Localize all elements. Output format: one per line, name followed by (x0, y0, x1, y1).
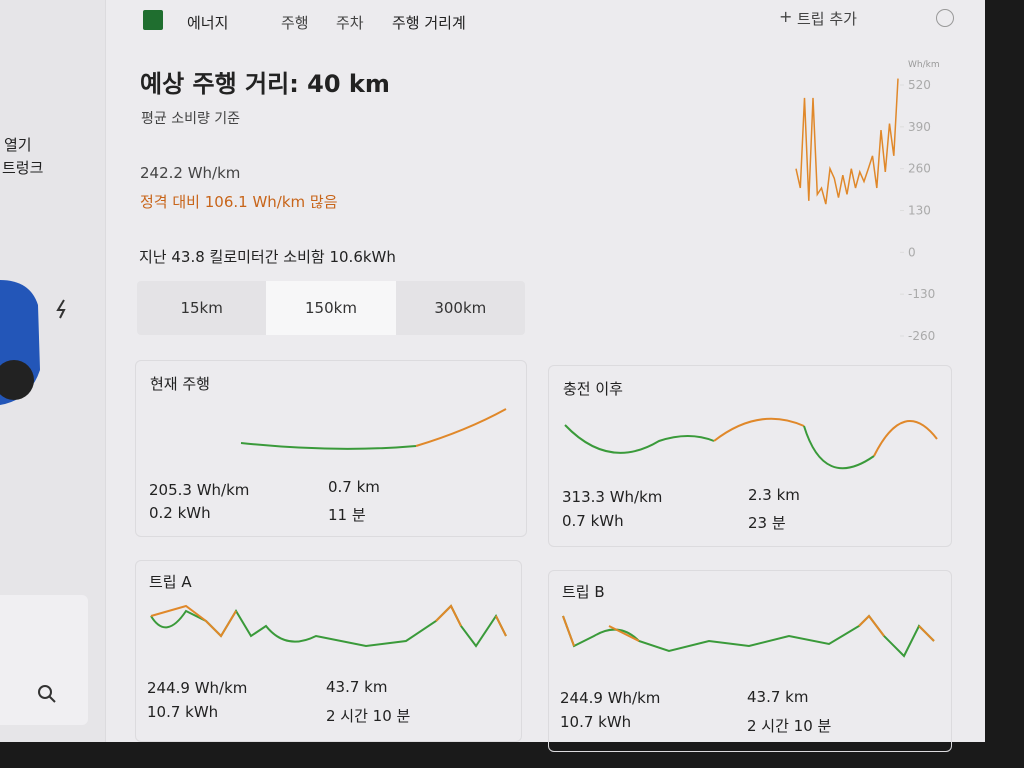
info-icon[interactable] (936, 9, 954, 27)
card-distance: 43.7 km (747, 688, 809, 706)
card-energy: 10.7 kWh (147, 703, 219, 721)
search-icon[interactable] (36, 683, 58, 705)
y-axis-label: Wh/km (908, 60, 940, 70)
card-rate: 205.3 Wh/km (149, 481, 250, 499)
add-trip[interactable]: 트립 추가 (797, 10, 857, 28)
subtitle: 평균 소비량 기준 (141, 111, 241, 127)
sidebar: 열기 트렁크 (0, 0, 106, 742)
card-energy: 10.7 kWh (560, 713, 632, 731)
y-tick-label: -260 (908, 329, 935, 343)
card-energy: 0.2 kWh (149, 504, 211, 522)
card-rate: 244.9 Wh/km (147, 679, 248, 697)
comparison: 정격 대비 106.1 Wh/km 많음 (140, 193, 338, 211)
card-title: 현재 주행 (150, 375, 210, 393)
card-energy: 0.7 kWh (562, 512, 624, 530)
card-title: 트립 A (149, 573, 192, 591)
card-rate: 244.9 Wh/km (560, 689, 661, 707)
sparkline (240, 408, 507, 450)
card-distance: 2.3 km (748, 486, 800, 504)
sidebar-item[interactable]: 열기 (4, 136, 32, 154)
line-series (795, 78, 899, 205)
energy-icon (143, 10, 163, 30)
range-option[interactable]: 300km (434, 299, 487, 317)
card-title: 트립 B (562, 583, 605, 601)
range-option[interactable]: 150km (266, 281, 396, 335)
range-option[interactable]: 15km (180, 299, 223, 317)
card-duration: 11 분 (328, 506, 366, 524)
consumption-chart: Wh/km 520 390 260 130 0 -130 -260 (795, 60, 940, 343)
y-tick-label: 260 (908, 162, 931, 176)
card-duration: 23 분 (748, 514, 786, 532)
range-selector: 15km 150km 300km (137, 281, 525, 335)
card-title: 충전 이후 (563, 380, 623, 398)
summary: 지난 43.8 킬로미터간 소비함 10.6kWh (139, 248, 396, 266)
sparkline (564, 417, 938, 470)
card[interactable]: 현재 주행 205.3 Wh/km 0.2 kWh 0.7 km 11 분 (135, 360, 527, 537)
tab[interactable]: 에너지 (187, 14, 229, 32)
add-trip-icon[interactable]: + (779, 7, 793, 26)
sparkline (562, 614, 935, 658)
y-tick-label: 390 (908, 120, 931, 134)
card-distance: 43.7 km (326, 678, 388, 696)
search-panel[interactable] (0, 595, 88, 725)
tab[interactable]: 주행 거리계 (392, 14, 466, 32)
card[interactable]: 트립 A 244.9 Wh/km 10.7 kWh 43.7 km 2 시간 1… (135, 560, 522, 742)
y-tick-label: -130 (908, 287, 935, 301)
card[interactable]: 충전 이후 313.3 Wh/km 0.7 kWh 2.3 km 23 분 (548, 365, 952, 547)
y-tick-label: 130 (908, 204, 931, 218)
tab[interactable]: 주행 (281, 14, 309, 32)
card-rate: 313.3 Wh/km (562, 488, 663, 506)
card[interactable]: 트립 B 244.9 Wh/km 10.7 kWh 43.7 km 2 시간 1… (548, 570, 952, 752)
title: 예상 주행 거리: 40 km (140, 70, 390, 98)
y-tick-label: 520 (908, 78, 931, 92)
screen: 열기 트렁크 에너지 주행 주차 주행 거리계 + 트립 추가 예상 주행 거리… (0, 0, 985, 752)
card-duration: 2 시간 10 분 (747, 717, 832, 735)
car-image (0, 280, 66, 405)
tab[interactable]: 주차 (336, 14, 364, 32)
sidebar-item[interactable]: 트렁크 (2, 159, 44, 177)
consumption: 242.2 Wh/km (140, 164, 241, 182)
card-distance: 0.7 km (328, 478, 380, 496)
card-duration: 2 시간 10 분 (326, 707, 411, 725)
y-tick-label: 0 (908, 245, 916, 259)
sparkline (150, 604, 507, 648)
